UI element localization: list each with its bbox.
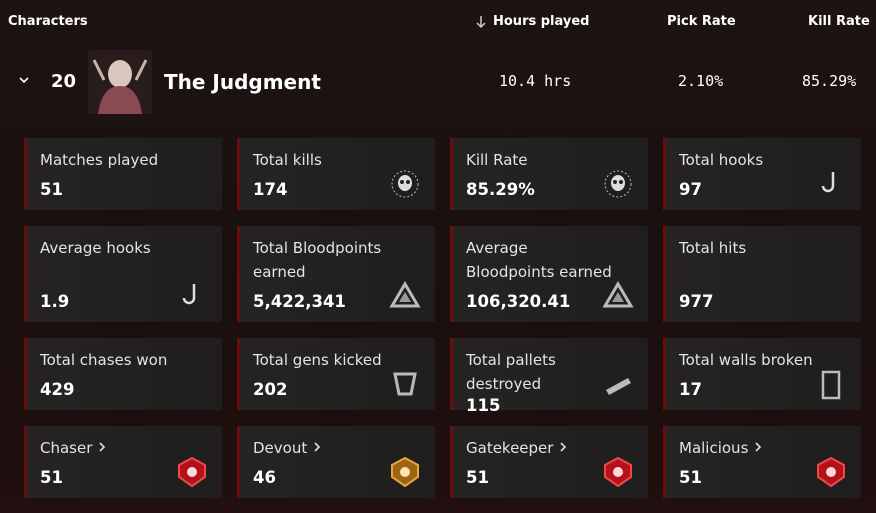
stats-grid: Matches played 51 Total kills 174 Kill Rate 8… xyxy=(24,138,861,498)
stat-value: 106,320.41 xyxy=(466,292,571,311)
stat-label: Average Bloodpoints earned xyxy=(466,236,616,284)
stat-icon xyxy=(606,378,631,395)
stat-label: Kill Rate xyxy=(466,148,616,172)
stat-label-text: Total kills xyxy=(253,151,322,169)
stat-value: 174 xyxy=(253,180,288,199)
stat-value: 1.9 xyxy=(40,292,70,311)
stat-value: 17 xyxy=(679,380,702,399)
stat-value: 51 xyxy=(466,468,489,487)
stat-value: 51 xyxy=(40,180,63,199)
stat-label: Devout xyxy=(253,436,403,460)
stat-label-text: Malicious xyxy=(679,439,749,457)
stat-icon xyxy=(604,456,632,488)
stat-label: Matches played xyxy=(40,148,190,172)
stat-icon xyxy=(391,170,419,198)
stat-value: 977 xyxy=(679,292,714,311)
stat-value: 85.29% xyxy=(466,180,535,199)
stat-card: Total gens kicked 202 xyxy=(237,338,435,410)
stat-label-text: Average hooks xyxy=(40,239,151,257)
stat-label-text: Average Bloodpoints earned xyxy=(466,239,612,281)
col-kill-rate[interactable]: Kill Rate xyxy=(808,14,870,29)
rank: 20 xyxy=(51,71,77,92)
collapse-chevron[interactable] xyxy=(18,76,30,86)
stat-card: Total hits 977 xyxy=(663,226,861,322)
stat-label: Total hits xyxy=(679,236,829,260)
stat-card: Kill Rate 85.29% xyxy=(450,138,648,210)
stat-value: 429 xyxy=(40,380,75,399)
pick-rate: 2.10% xyxy=(678,72,724,90)
stat-label-text: Total Bloodpoints earned xyxy=(253,239,382,281)
stat-label-text: Chaser xyxy=(40,439,93,457)
stat-card: Average hooks 1.9 xyxy=(24,226,222,322)
stat-value: 46 xyxy=(253,468,276,487)
chevron xyxy=(98,436,106,460)
character-name[interactable]: The Judgment xyxy=(164,70,321,94)
stat-icon xyxy=(389,281,421,308)
chevron xyxy=(313,436,321,460)
kill-rate: 85.29% xyxy=(802,72,857,90)
stat-icon xyxy=(182,284,196,305)
stat-value: 115 xyxy=(466,396,501,415)
stat-card: Total chases won 429 xyxy=(24,338,222,410)
stat-icon xyxy=(391,456,419,488)
stat-card: Total pallets destroyed 115 xyxy=(450,338,648,415)
col-pick-rate[interactable]: Pick Rate xyxy=(667,14,736,29)
chevron xyxy=(754,436,762,460)
stat-label-text: Kill Rate xyxy=(466,151,528,169)
stat-card: Total walls broken 17 xyxy=(663,338,861,410)
stat-label-text: Matches played xyxy=(40,151,159,169)
stat-value: 51 xyxy=(679,468,702,487)
sort-arrow xyxy=(476,16,486,29)
portrait xyxy=(88,50,152,114)
stat-card[interactable]: Malicious 51 xyxy=(663,426,861,498)
stat-card: Average Bloodpoints earned 106,320.41 xyxy=(450,226,648,322)
stat-icon xyxy=(604,170,632,198)
stat-value: 202 xyxy=(253,380,288,399)
stat-label: Gatekeeper xyxy=(466,436,616,460)
stat-label-text: Total gens kicked xyxy=(253,351,382,369)
col-hours[interactable]: Hours played xyxy=(493,14,590,29)
stat-label: Total hooks xyxy=(679,148,829,172)
stat-icon xyxy=(602,281,634,308)
stat-icon xyxy=(817,456,845,488)
stat-label-text: Devout xyxy=(253,439,308,457)
stat-label: Chaser xyxy=(40,436,190,460)
chevron xyxy=(559,436,567,460)
stat-label: Total Bloodpoints earned xyxy=(253,236,403,284)
col-characters[interactable]: Characters xyxy=(8,14,88,29)
stat-icon xyxy=(821,370,841,400)
stat-label-text: Total chases won xyxy=(40,351,168,369)
stat-label: Total chases won xyxy=(40,348,190,372)
stat-card: Total Bloodpoints earned 5,422,341 xyxy=(237,226,435,322)
hours: 10.4 hrs xyxy=(499,72,572,90)
stat-label: Total kills xyxy=(253,148,403,172)
stat-label-text: Total hooks xyxy=(679,151,764,169)
stat-card[interactable]: Devout 46 xyxy=(237,426,435,498)
stat-card: Total hooks 97 xyxy=(663,138,861,210)
stat-label: Total gens kicked xyxy=(253,348,403,372)
stat-label: Malicious xyxy=(679,436,829,460)
stat-label-text: Gatekeeper xyxy=(466,439,554,457)
stat-label: Total pallets destroyed xyxy=(466,348,616,396)
stat-label-text: Total hits xyxy=(679,239,747,257)
stat-label-text: Total walls broken xyxy=(679,351,813,369)
stat-card[interactable]: Chaser 51 xyxy=(24,426,222,498)
stat-icon xyxy=(178,456,206,488)
stat-icon xyxy=(821,172,835,193)
stat-label: Average hooks xyxy=(40,236,190,260)
stat-card: Matches played 51 xyxy=(24,138,222,210)
stat-value: 51 xyxy=(40,468,63,487)
stat-card: Total kills 174 xyxy=(237,138,435,210)
stat-value: 5,422,341 xyxy=(253,292,346,311)
stat-value: 97 xyxy=(679,180,702,199)
stat-icon xyxy=(393,372,417,396)
stat-card[interactable]: Gatekeeper 51 xyxy=(450,426,648,498)
stat-label-text: Total pallets destroyed xyxy=(466,351,556,393)
stat-label: Total walls broken xyxy=(679,348,829,372)
